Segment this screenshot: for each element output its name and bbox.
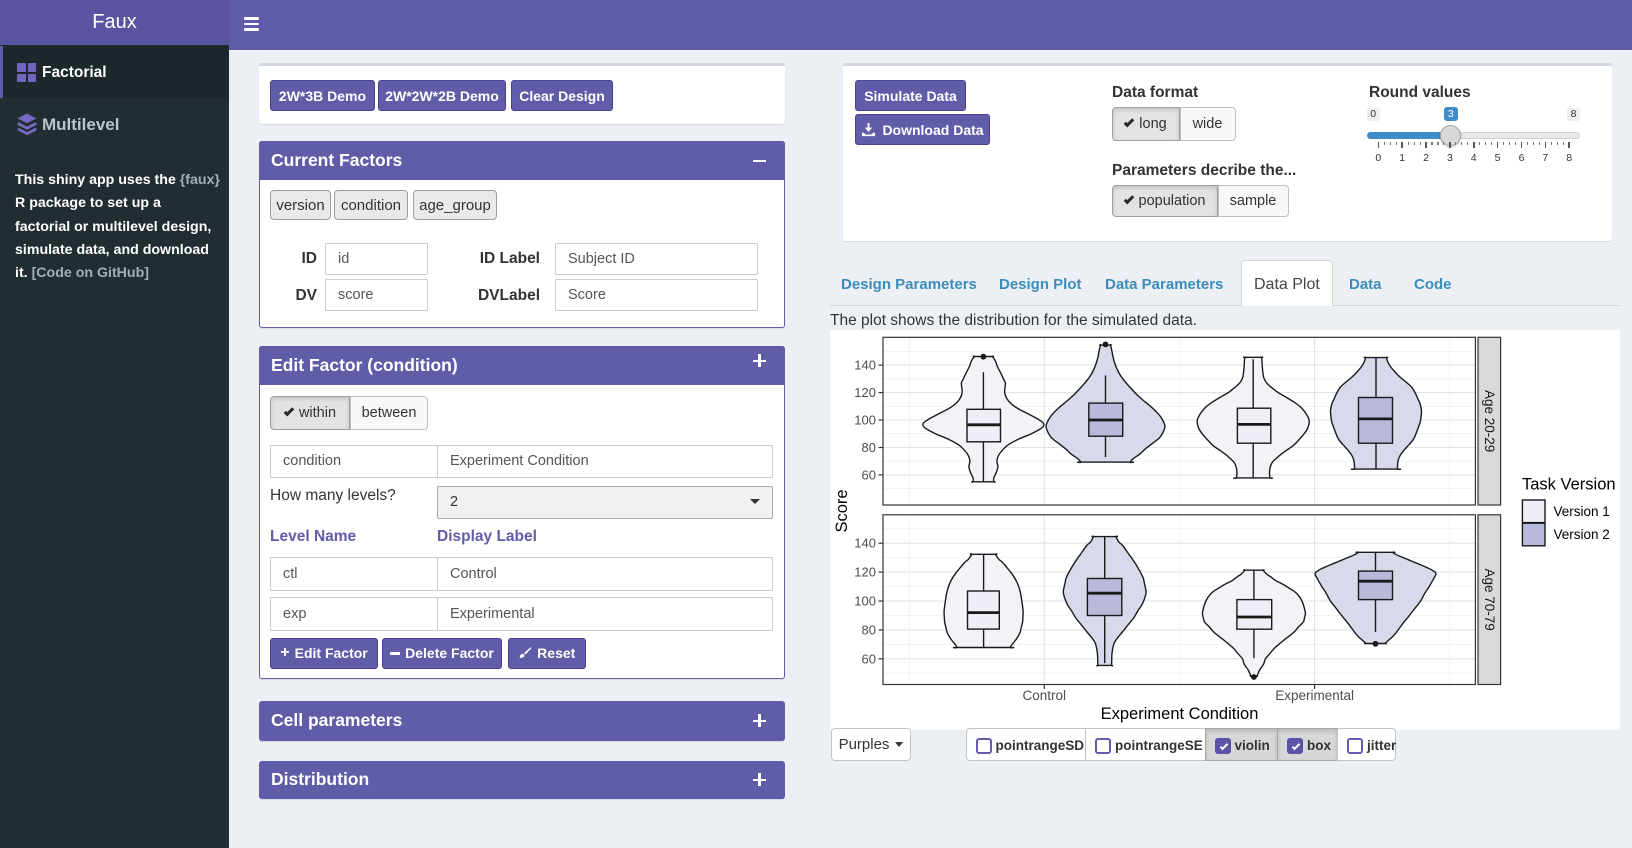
svg-text:Experiment Condition: Experiment Condition — [1101, 705, 1259, 723]
svg-text:100: 100 — [854, 413, 876, 428]
svg-text:100: 100 — [854, 594, 876, 609]
svg-text:60: 60 — [862, 652, 876, 667]
svg-text:Age 20-29: Age 20-29 — [1482, 390, 1497, 452]
svg-text:140: 140 — [854, 358, 876, 373]
svg-text:120: 120 — [854, 565, 876, 580]
svg-text:Task Version: Task Version — [1522, 476, 1616, 494]
svg-text:Version 2: Version 2 — [1554, 527, 1610, 542]
svg-text:Experimental: Experimental — [1275, 688, 1354, 703]
svg-text:Version 1: Version 1 — [1554, 504, 1610, 519]
svg-text:Age 70-79: Age 70-79 — [1482, 569, 1497, 631]
svg-text:80: 80 — [862, 623, 876, 638]
svg-text:140: 140 — [854, 536, 876, 551]
svg-text:Score: Score — [833, 490, 851, 533]
svg-text:Control: Control — [1023, 688, 1067, 703]
svg-text:60: 60 — [862, 468, 876, 483]
svg-text:120: 120 — [854, 385, 876, 400]
svg-text:80: 80 — [862, 440, 876, 455]
